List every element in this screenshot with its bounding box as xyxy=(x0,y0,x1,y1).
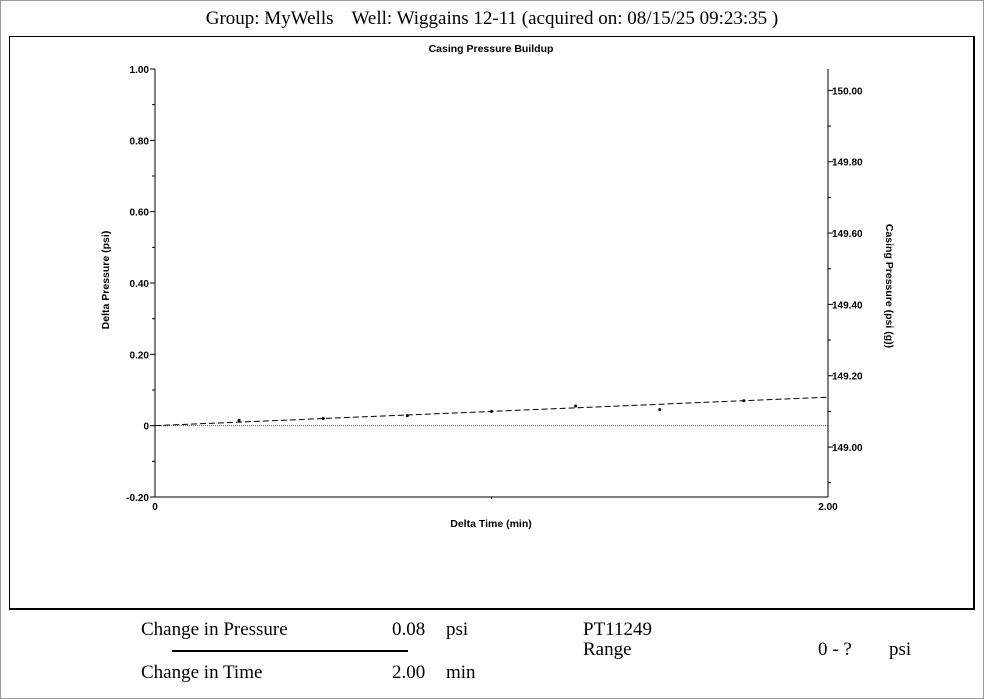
change-in-pressure-unit: psi xyxy=(446,619,469,640)
y-tick-label: 0.20 xyxy=(130,350,150,361)
x-axis-label: Delta Time (min) xyxy=(450,518,532,530)
data-point xyxy=(405,414,409,418)
x-tick-label: 0 xyxy=(152,502,158,513)
chart-title: Casing Pressure Buildup xyxy=(429,43,554,55)
casing-pressure-chart: Casing Pressure Buildup Delta Time (min)… xyxy=(100,43,895,530)
y-tick-label: 0.40 xyxy=(130,279,150,290)
data-point xyxy=(237,418,241,422)
y-tick-label: 0.60 xyxy=(130,208,150,219)
data-point xyxy=(490,409,493,413)
y-tick-label: 0.80 xyxy=(130,136,150,147)
group-label: Group: MyWells xyxy=(205,8,334,29)
y2-tick-label: 149.00 xyxy=(832,443,863,454)
well-label: Well: Wiggains 12-11 (acquired on: 08/15… xyxy=(351,8,779,29)
y2-tick-label: 150.00 xyxy=(832,86,863,97)
y-tick-label: -0.20 xyxy=(126,493,149,504)
page-header: Group: MyWells Well: Wiggains 12-11 (acqu… xyxy=(0,8,984,30)
y2-tick-label: 149.20 xyxy=(832,372,863,383)
y2-tick-label: 149.80 xyxy=(832,158,863,169)
y2-tick-label: 149.40 xyxy=(832,300,863,311)
data-point xyxy=(742,399,746,403)
y-tick-label: 0 xyxy=(143,422,149,433)
device-id: PT11249 xyxy=(583,619,652,640)
plot-panel: Casing Pressure Buildup Delta Time (min)… xyxy=(9,36,975,610)
y2-axis-label: Casing Pressure (psi (g)) xyxy=(883,224,895,348)
range-value: 0 - ? xyxy=(818,639,852,660)
data-point xyxy=(321,417,325,421)
chart-marks: 1.000.800.600.400.200-0.20150.00149.8014… xyxy=(126,65,863,513)
range-unit: psi xyxy=(889,639,912,660)
change-in-pressure-value: 0.08 xyxy=(392,619,426,640)
data-point xyxy=(658,408,662,412)
data-point xyxy=(574,404,578,408)
change-in-time-value: 2.00 xyxy=(392,662,426,683)
range-label: Range xyxy=(583,639,632,660)
y2-tick-label: 149.60 xyxy=(832,229,863,240)
change-in-time-label: Change in Time xyxy=(141,662,263,683)
change-in-pressure-label: Change in Pressure xyxy=(141,619,288,640)
y-axis-label: Delta Pressure (psi) xyxy=(100,231,112,330)
change-in-time-unit: min xyxy=(446,662,476,683)
y-tick-label: 1.00 xyxy=(130,65,150,76)
x-tick-label: 2.00 xyxy=(818,502,838,513)
footer-divider xyxy=(172,650,408,652)
